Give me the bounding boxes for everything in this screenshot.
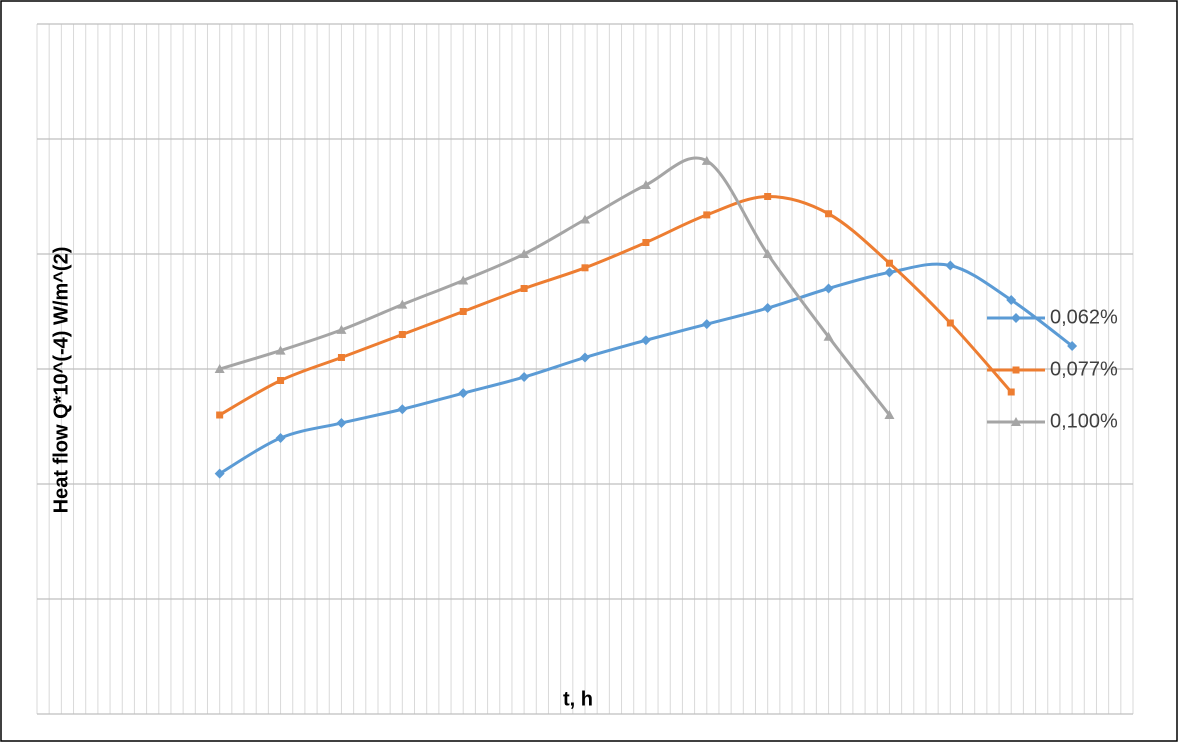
marker xyxy=(1011,313,1021,323)
marker xyxy=(823,331,834,341)
marker xyxy=(459,308,467,315)
marker xyxy=(275,433,286,443)
marker xyxy=(519,249,530,258)
grid xyxy=(36,23,1134,715)
x-axis-title: t, h xyxy=(563,688,593,710)
marker xyxy=(885,259,893,267)
marker xyxy=(945,260,956,271)
marker xyxy=(336,418,347,429)
y-axis-title: Heat flow Q*10^(-4) W/m^(2) xyxy=(50,247,72,514)
marker xyxy=(337,354,345,361)
marker xyxy=(216,411,224,419)
marker xyxy=(458,388,469,399)
marker xyxy=(703,211,711,219)
marker xyxy=(642,239,650,246)
marker xyxy=(580,214,590,224)
legend: 0,062% 0,077% 0,100% xyxy=(987,306,1118,432)
marker xyxy=(764,193,772,200)
marker xyxy=(825,210,833,218)
legend-label: 0,062% xyxy=(1050,306,1118,328)
marker xyxy=(1006,295,1017,305)
marker xyxy=(701,319,712,330)
marker xyxy=(640,335,651,346)
marker xyxy=(580,352,590,363)
marker xyxy=(701,155,712,165)
marker xyxy=(214,468,225,479)
marker xyxy=(823,283,834,294)
marker xyxy=(520,285,528,292)
marker xyxy=(397,299,408,309)
marker xyxy=(884,410,895,419)
marker xyxy=(762,303,773,314)
marker xyxy=(884,267,895,278)
marker xyxy=(214,364,225,373)
marker xyxy=(458,275,469,285)
marker xyxy=(1067,341,1078,351)
marker xyxy=(946,319,954,327)
marker xyxy=(275,345,286,355)
marker xyxy=(1007,388,1015,396)
marker xyxy=(1012,366,1020,374)
legend-label: 0,100% xyxy=(1050,410,1118,432)
marker xyxy=(762,249,773,258)
marker xyxy=(581,264,589,272)
marker xyxy=(397,404,408,415)
marker xyxy=(398,331,406,338)
marker xyxy=(277,377,285,384)
plot xyxy=(214,155,1078,479)
marker xyxy=(336,324,347,334)
marker xyxy=(519,372,530,383)
legend-label: 0,077% xyxy=(1050,358,1118,380)
marker xyxy=(1011,417,1021,426)
marker xyxy=(640,180,651,189)
